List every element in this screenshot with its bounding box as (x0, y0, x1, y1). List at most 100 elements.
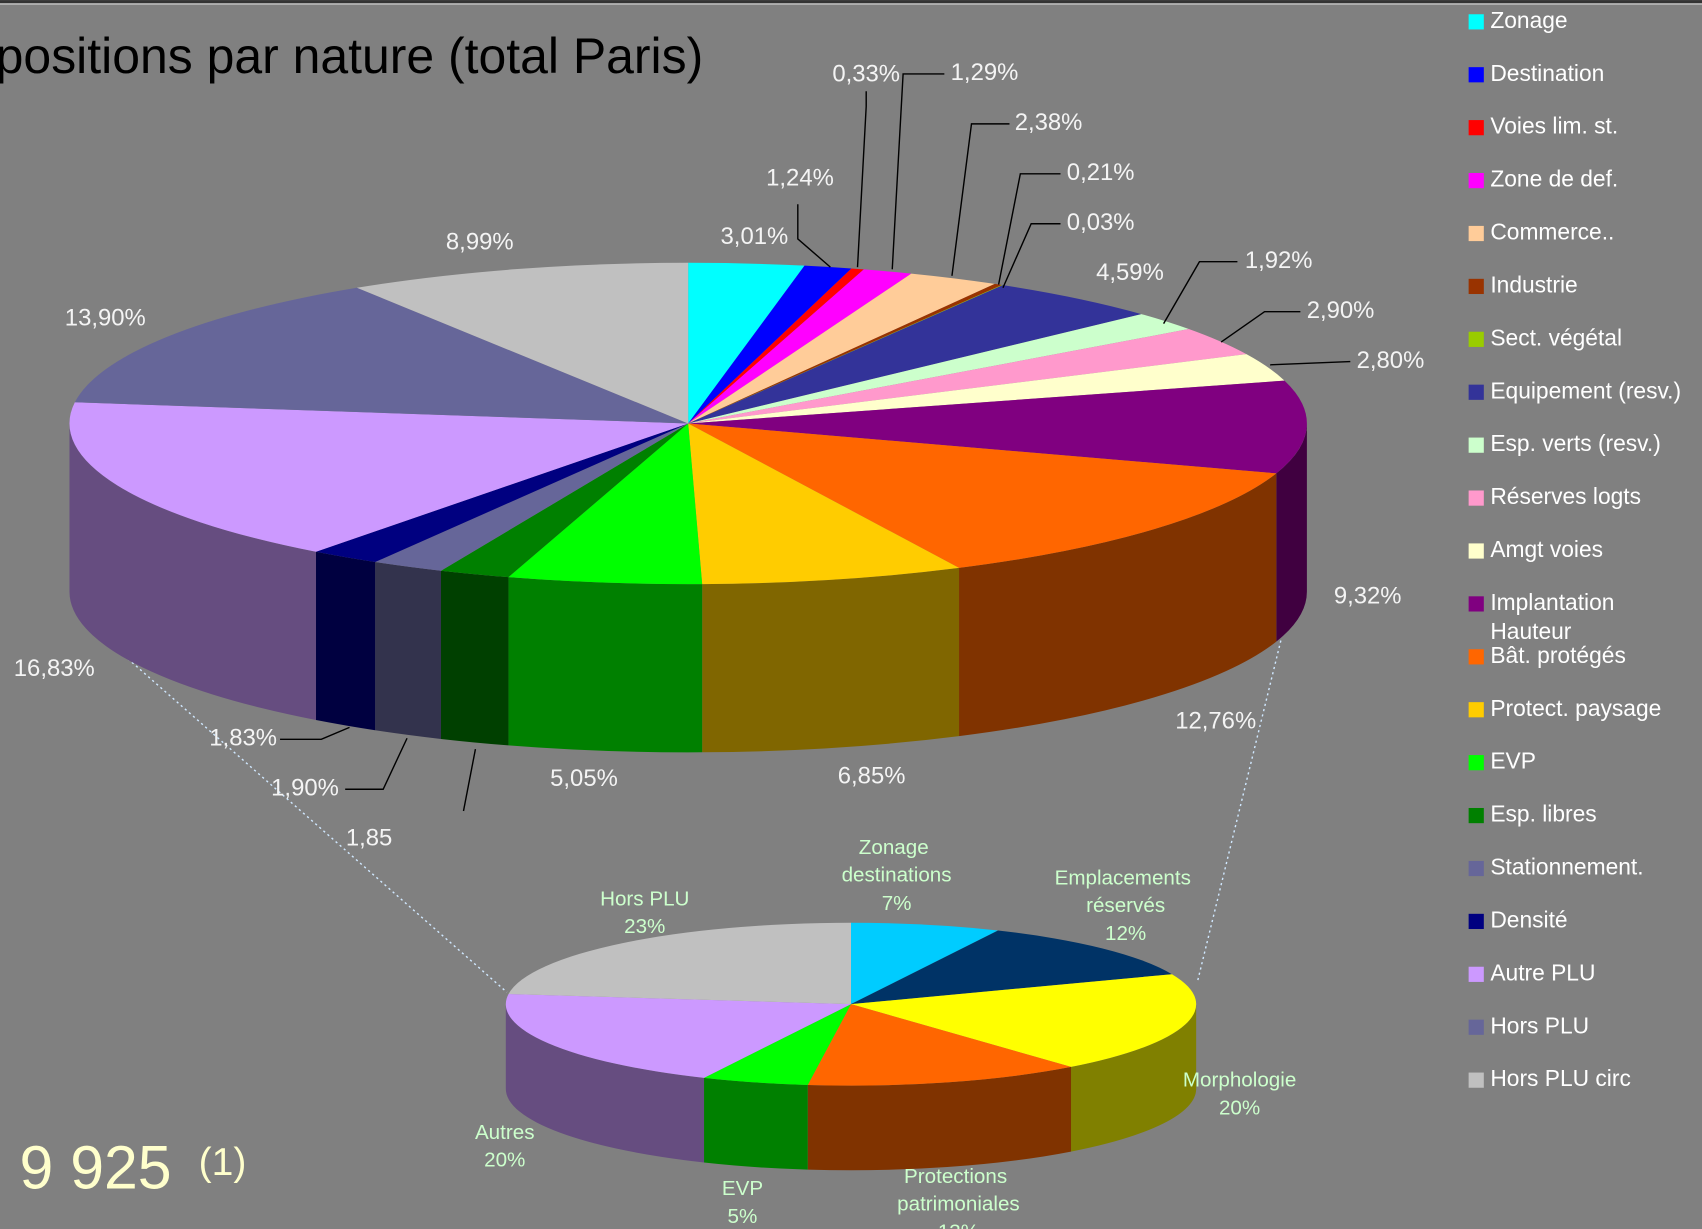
category-label: Zonage destinations (842, 836, 952, 887)
leader-line (1002, 223, 1061, 289)
legend-swatch (1468, 807, 1484, 824)
category-label: Emplacements réservés (1055, 867, 1197, 918)
slice (688, 265, 852, 424)
slice-side (1276, 423, 1307, 642)
legend-label: Sect. végétal (1490, 324, 1622, 350)
legend-label: Esp. libres (1490, 801, 1596, 827)
slice (688, 262, 805, 424)
slice-side (375, 562, 441, 739)
data-label: 12,76% (1175, 707, 1256, 734)
slice-side (704, 1077, 808, 1170)
legend-label: Réserves logts (1490, 483, 1641, 509)
legend-label: Zonage (1490, 7, 1567, 33)
top-border (0, 0, 1702, 4)
legend-swatch (1468, 14, 1484, 30)
category-label: Autres (475, 1121, 535, 1144)
slice-side (1071, 1004, 1197, 1152)
legend-label: Densité (1490, 906, 1567, 932)
legend-label: Hors PLU circ (1490, 1065, 1631, 1091)
category-label: Morphologie (1183, 1069, 1296, 1092)
data-label: 0,03% (1067, 209, 1135, 236)
slice (688, 285, 1142, 424)
legend-swatch (1468, 1019, 1484, 1035)
data-label: 7% (882, 892, 912, 915)
legend-label: Destination (1490, 60, 1604, 86)
legend-swatch (1468, 649, 1484, 665)
legend-label: Amgt voies (1490, 536, 1603, 562)
slice (688, 354, 1285, 424)
slice (316, 423, 689, 563)
legend-swatch (1468, 172, 1484, 189)
legend-swatch (1468, 860, 1484, 877)
leader-line (891, 73, 945, 270)
connector (90, 625, 508, 993)
leader-line (951, 123, 1010, 276)
leader-line (997, 173, 1061, 285)
leader-line (1220, 310, 1301, 343)
data-label: 0,33% (832, 60, 900, 87)
data-label: 1,29% (951, 59, 1019, 86)
data-label: 2,90% (1307, 297, 1375, 324)
slice-side (508, 577, 703, 753)
data-label: 20% (484, 1148, 525, 1171)
data-label: 13,90% (65, 305, 146, 332)
legend-label: Zone de def. (1490, 166, 1618, 192)
legend-label: Hors PLU (1490, 1012, 1589, 1038)
leader-line (1269, 360, 1351, 366)
slice (688, 269, 912, 424)
legend-swatch (1468, 331, 1484, 347)
data-label: 2,38% (1015, 109, 1083, 136)
legend-swatch (1468, 437, 1484, 453)
category-label: Protections patrimoniales (897, 1165, 1020, 1216)
legend-label: Implantation Hauteur (1490, 589, 1620, 644)
data-label: 20% (1219, 1096, 1260, 1119)
slice (69, 402, 689, 552)
data-label: 16,83% (14, 655, 95, 682)
slice (807, 1004, 1072, 1086)
slice-side (807, 1066, 1072, 1171)
leader-line (462, 748, 477, 812)
legend-swatch (1468, 702, 1484, 718)
slice (704, 1004, 851, 1085)
legend-swatch (1468, 543, 1484, 559)
slice (688, 268, 864, 424)
legend-swatch (1468, 1072, 1484, 1088)
legend-label: Stationnement. (1490, 854, 1643, 880)
slice-side (316, 551, 376, 731)
data-label: 5% (728, 1205, 758, 1228)
slice (688, 283, 1002, 424)
slice (851, 930, 1172, 1005)
legend-label: EVP (1490, 748, 1536, 774)
data-label: 5,05% (550, 765, 618, 792)
slice (440, 423, 689, 578)
data-label: 1,92% (1245, 247, 1313, 274)
legend-label: Industrie (1490, 271, 1577, 297)
legend-swatch (1468, 120, 1484, 136)
slice-side (959, 473, 1277, 737)
legend-label: Commerce.. (1490, 219, 1614, 245)
slice (688, 423, 1277, 568)
leader-line (345, 737, 408, 790)
legend-label: Equipement (resv.) (1490, 377, 1681, 403)
slice (74, 287, 689, 424)
slice (505, 993, 851, 1078)
legend-swatch (1468, 384, 1484, 400)
legend-swatch (1468, 966, 1484, 982)
slice-side (69, 423, 317, 721)
category-label: Hors PLU (600, 887, 689, 910)
connector (1196, 640, 1282, 983)
total-note: (1) (199, 1141, 247, 1184)
data-label: 12% (1105, 922, 1146, 945)
data-label: 8,99% (446, 229, 514, 256)
legend-label: Esp. verts (resv.) (1490, 430, 1660, 456)
leader-line (856, 91, 867, 268)
legend-swatch (1468, 278, 1484, 295)
legend-label: Autre PLU (1490, 959, 1595, 985)
legend-label: Protect. paysage (1490, 695, 1661, 721)
legend-swatch (1468, 596, 1484, 612)
data-label: 2,80% (1357, 347, 1425, 374)
legend-swatch (1468, 490, 1484, 506)
slice (688, 314, 1189, 424)
